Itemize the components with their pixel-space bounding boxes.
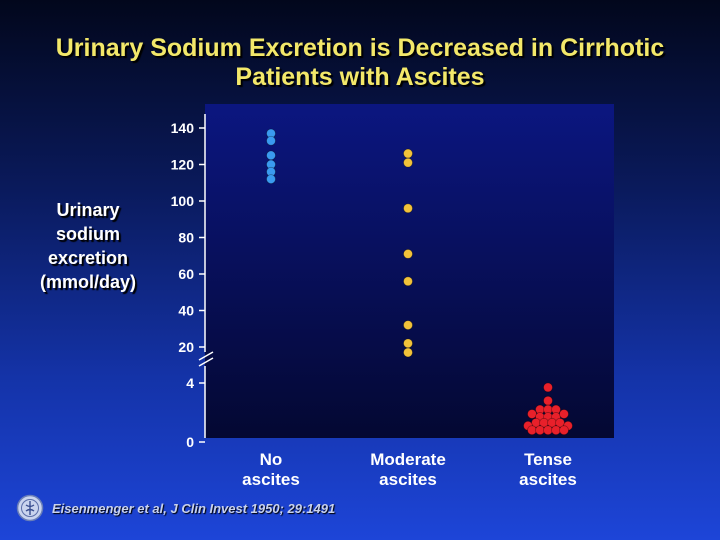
data-point — [403, 148, 413, 159]
data-point — [266, 135, 276, 146]
y-tick-label: 120 — [171, 157, 195, 173]
axis-break-mark — [198, 357, 214, 367]
data-point — [559, 425, 569, 436]
data-point — [403, 276, 413, 287]
title-line-1: Urinary Sodium Excretion is Decreased in… — [55, 34, 665, 62]
x-category-label: No ascites — [242, 450, 300, 489]
y-tick-label: 60 — [178, 266, 194, 282]
data-point — [555, 417, 565, 428]
data-point — [527, 409, 537, 419]
y-axis-label: Urinary sodium excretion (mmol/day) — [28, 198, 148, 294]
title-line-2: Patients with Ascites — [235, 63, 485, 91]
x-category-label: Moderate ascites — [370, 450, 446, 489]
y-tick-label: 80 — [178, 230, 194, 246]
data-point — [403, 320, 413, 331]
page-title: Urinary Sodium Excretion is Decreased in… — [0, 34, 720, 92]
y-axis-label-line-1: Urinary — [56, 200, 120, 220]
y-tick-label: 4 — [186, 375, 194, 391]
data-point — [266, 150, 276, 161]
y-tick-label: 20 — [178, 339, 194, 355]
citation: Eisenmenger et al, J Clin Invest 1950; 2… — [52, 501, 336, 516]
y-axis-label-line-2: sodium — [55, 224, 120, 244]
y-tick-label: 40 — [178, 303, 194, 319]
y-axis-label-line-4: (mmol/day) — [39, 272, 136, 292]
data-point — [543, 382, 553, 393]
data-point — [559, 409, 569, 419]
data-point — [403, 249, 413, 259]
y-tick-label: 140 — [171, 120, 195, 136]
society-seal-icon — [16, 494, 44, 522]
y-axis-label-line-3: excretion — [47, 248, 129, 268]
data-point — [403, 157, 413, 168]
y-tick-label: 100 — [171, 193, 195, 209]
data-point — [403, 338, 413, 349]
axis-break-mark — [198, 351, 214, 361]
y-tick-label: 0 — [186, 434, 194, 450]
data-point — [543, 395, 553, 406]
data-point — [403, 347, 413, 358]
data-point — [403, 203, 413, 214]
x-category-label: Tense ascites — [519, 450, 577, 489]
data-point — [266, 174, 276, 185]
